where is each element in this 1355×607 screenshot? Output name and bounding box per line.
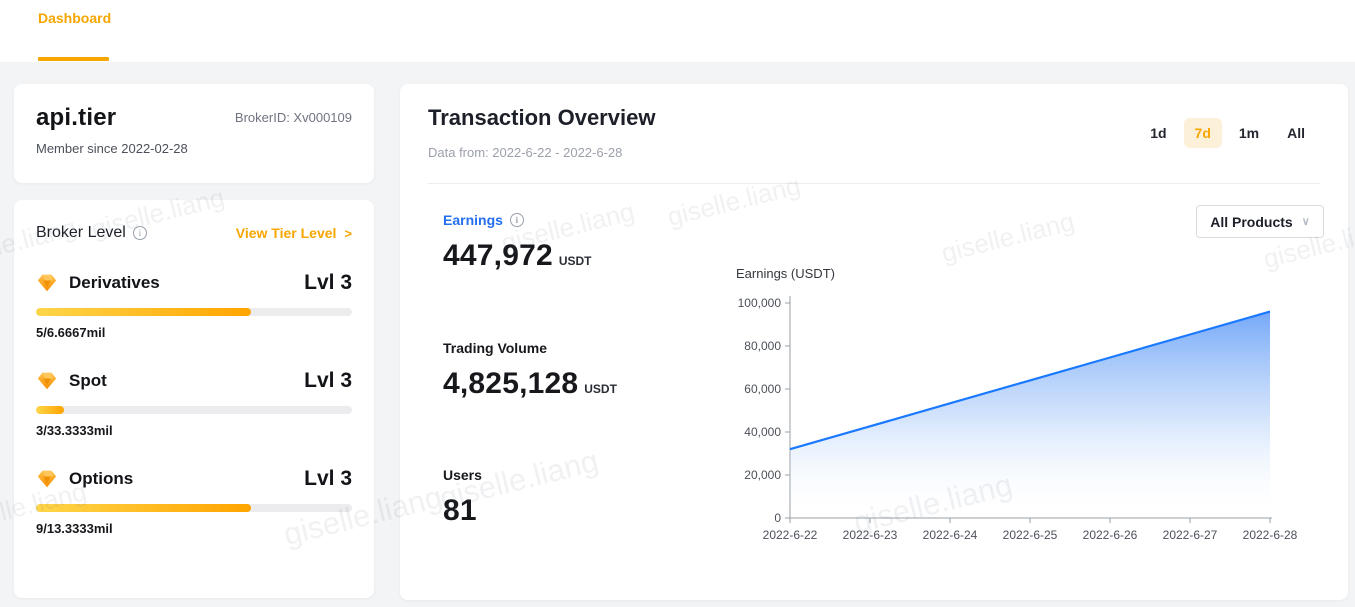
progress-text: 3/33.3333mil <box>36 423 113 438</box>
earnings-unit: USDT <box>558 254 592 268</box>
tab-dashboard[interactable]: Dashboard <box>38 10 112 61</box>
divider <box>428 183 1320 184</box>
profile-card: api.tier BrokerID: Xv000109 Member since… <box>14 84 374 183</box>
view-tier-level-label: View Tier Level <box>235 225 337 241</box>
tier-level: Lvl 3 <box>304 467 352 490</box>
trading-volume-value: 4,825,128 <box>443 367 579 400</box>
svg-text:80,000: 80,000 <box>744 339 781 353</box>
progress-text: 5/6.6667mil <box>36 325 106 340</box>
stat-users: Users 81 <box>443 467 482 528</box>
svg-text:2022-6-28: 2022-6-28 <box>1243 528 1298 542</box>
tier-row-options: Options Lvl 3 9/13.3333mil <box>36 467 352 536</box>
svg-text:2022-6-23: 2022-6-23 <box>843 528 898 542</box>
range-button-7d[interactable]: 7d <box>1183 118 1222 148</box>
range-button-all[interactable]: All <box>1287 125 1305 141</box>
trading-volume-unit: USDT <box>584 382 617 396</box>
broker-name: api.tier <box>36 104 117 131</box>
tier-name: Spot <box>69 371 107 390</box>
progress-bar-derivatives <box>36 308 352 316</box>
tab-dashboard-label: Dashboard <box>38 10 112 26</box>
progress-bar-spot <box>36 406 352 414</box>
gem-icon <box>36 370 58 392</box>
products-dropdown-value: All Products <box>1210 213 1293 230</box>
svg-text:2022-6-26: 2022-6-26 <box>1083 528 1138 542</box>
earnings-value: 447,972 <box>443 239 553 272</box>
broker-id: BrokerID: Xv000109 <box>234 110 352 125</box>
tier-name: Derivatives <box>69 273 160 292</box>
chevron-right-icon: > <box>344 225 352 241</box>
svg-text:2022-6-22: 2022-6-22 <box>763 528 818 542</box>
info-icon[interactable]: i <box>132 226 147 240</box>
tab-active-indicator <box>38 57 109 61</box>
tier-row-derivatives: Derivatives Lvl 3 5/6.6667mil <box>36 271 352 340</box>
view-tier-level-link[interactable]: View Tier Level > <box>236 225 352 241</box>
overview-date-range: Data from: 2022-6-22 - 2022-6-28 <box>428 145 623 160</box>
top-navigation: Dashboard <box>0 0 1355 62</box>
earnings-label: Earnings <box>443 212 503 228</box>
tier-name: Options <box>69 469 134 488</box>
svg-text:20,000: 20,000 <box>744 468 781 482</box>
broker-level-card: Broker Level i View Tier Level > Derivat… <box>14 200 374 598</box>
svg-text:40,000: 40,000 <box>744 425 781 439</box>
users-label: Users <box>443 467 482 483</box>
tier-level: Lvl 3 <box>304 271 352 294</box>
overview-title: Transaction Overview <box>428 105 656 130</box>
svg-text:0: 0 <box>774 511 781 525</box>
chart-title: Earnings (USDT) <box>736 266 835 281</box>
member-since: Member since 2022-02-28 <box>36 141 188 156</box>
stat-trading-volume: Trading Volume 4,825,128 USDT <box>443 340 617 401</box>
progress-text: 9/13.3333mil <box>36 521 113 536</box>
broker-level-title: Broker Level <box>36 224 126 241</box>
svg-text:60,000: 60,000 <box>744 382 781 396</box>
gem-icon <box>36 272 58 294</box>
trading-volume-label: Trading Volume <box>443 340 547 356</box>
progress-bar-options <box>36 504 352 512</box>
earnings-chart: Earnings (USDT) 0 20,000 40,000 60,000 80,00… <box>718 262 1348 562</box>
tier-level: Lvl 3 <box>304 369 352 392</box>
svg-text:100,000: 100,000 <box>738 296 782 310</box>
info-icon[interactable]: i <box>509 213 524 227</box>
range-button-1m[interactable]: 1m <box>1238 125 1260 141</box>
svg-text:2022-6-25: 2022-6-25 <box>1003 528 1058 542</box>
svg-text:2022-6-24: 2022-6-24 <box>923 528 978 542</box>
stat-earnings: Earnings i 447,972 USDT <box>443 212 592 273</box>
chevron-down-icon: ∨ <box>1301 216 1310 228</box>
gem-icon <box>36 468 58 490</box>
users-value: 81 <box>443 494 477 527</box>
svg-text:2022-6-27: 2022-6-27 <box>1163 528 1218 542</box>
tier-row-spot: Spot Lvl 3 3/33.3333mil <box>36 369 352 438</box>
products-dropdown[interactable]: All Products ∨ <box>1196 205 1324 238</box>
transaction-overview-card: Transaction Overview Data from: 2022-6-2… <box>400 84 1348 600</box>
time-range-selector: 1d 7d 1m All <box>1139 118 1316 148</box>
range-button-1d[interactable]: 1d <box>1150 125 1167 141</box>
